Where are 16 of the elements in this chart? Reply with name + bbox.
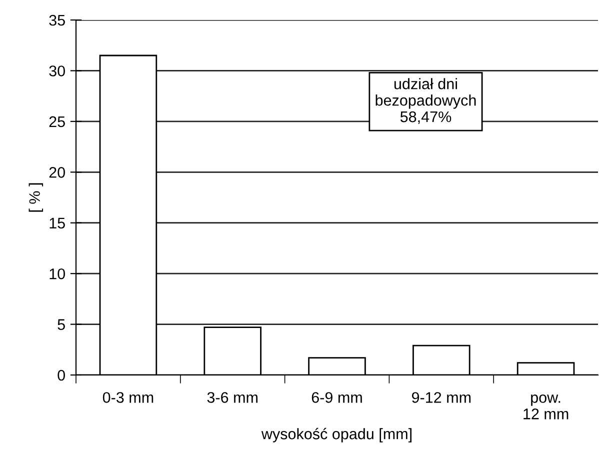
y-tick-label: 30: [49, 66, 65, 76]
y-tick-label: 15: [50, 218, 65, 229]
y-tick-label: 0: [58, 370, 65, 381]
x-tick-label: 6-9 mm: [312, 392, 362, 403]
x-tick-label: pow. 12 mm: [524, 394, 568, 420]
y-tick-label: 35: [49, 14, 65, 26]
y-tick-label: 25: [49, 116, 65, 128]
x-tick-label: 9-12 mm: [412, 392, 471, 403]
y-tick-label: 5: [58, 319, 65, 330]
x-axis-title: wysokość opadu [mm]: [261, 428, 412, 442]
x-tick-label: 0-3 mm: [102, 392, 154, 403]
annotation: udział dni bezopadowych 58,47%: [376, 78, 476, 124]
x-tick-label: 3-6 mm: [207, 392, 258, 403]
y-tick-label: 20: [49, 167, 65, 178]
y-axis-title: [ % ]: [28, 183, 44, 212]
y-tick-label: 10: [50, 268, 65, 280]
